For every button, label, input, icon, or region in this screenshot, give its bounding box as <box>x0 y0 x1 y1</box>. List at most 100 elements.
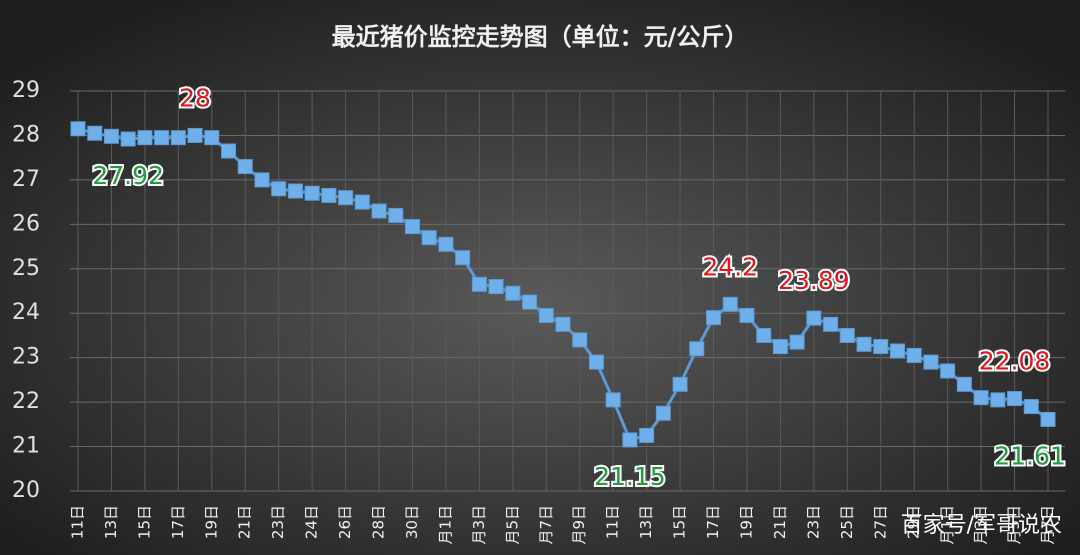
x-tick-label: 17日 <box>704 505 722 539</box>
x-tick-label: 15日 <box>135 505 153 539</box>
x-tick-label: 月3日 <box>470 505 488 545</box>
point-marker <box>522 294 538 310</box>
x-tick-label: 13日 <box>637 505 655 539</box>
point-marker <box>237 159 253 175</box>
point-marker <box>739 307 755 323</box>
x-tick-label: 13日 <box>102 505 120 539</box>
x-tick-label: 25日 <box>838 505 856 539</box>
point-marker <box>940 363 956 379</box>
x-tick-label: 月7日 <box>1039 505 1057 545</box>
y-tick-label: 20 <box>12 478 40 503</box>
point-marker <box>839 327 855 343</box>
y-tick-label: 25 <box>12 256 40 281</box>
x-tick-label: 月1日 <box>938 505 956 545</box>
y-tick-label: 24 <box>12 300 40 325</box>
point-marker <box>655 405 671 421</box>
x-tick-label: 26日 <box>336 505 354 539</box>
point-marker <box>672 376 688 392</box>
y-tick-label: 21 <box>12 434 40 459</box>
point-marker <box>438 236 454 252</box>
x-tick-label: 15日 <box>671 505 689 539</box>
point-marker <box>321 187 337 203</box>
point-marker <box>588 354 604 370</box>
point-marker <box>421 230 437 246</box>
x-tick-label: 29日 <box>905 505 923 539</box>
point-marker <box>756 327 772 343</box>
x-tick-label: 月9日 <box>570 505 588 545</box>
x-tick-label: 21日 <box>236 505 254 539</box>
value-label: 24.2 <box>702 252 758 281</box>
point-marker <box>1040 411 1056 427</box>
point-marker <box>639 427 655 443</box>
point-marker <box>923 354 939 370</box>
x-tick-label: 11日 <box>69 505 87 539</box>
point-marker <box>538 307 554 323</box>
point-marker <box>170 130 186 146</box>
value-label: 22.08 <box>979 347 1051 376</box>
x-tick-label: 23日 <box>804 505 822 539</box>
point-marker <box>87 125 103 141</box>
point-marker <box>371 203 387 219</box>
y-tick-label: 28 <box>12 122 40 147</box>
point-marker <box>789 334 805 350</box>
point-marker <box>1007 391 1023 407</box>
point-marker <box>120 131 136 147</box>
x-tick-label: 28日 <box>370 505 388 539</box>
point-marker <box>605 392 621 408</box>
value-label: 23.89 <box>778 266 850 295</box>
point-marker <box>706 310 722 326</box>
x-tick-label: 24日 <box>303 505 321 539</box>
y-tick-label: 23 <box>12 345 40 370</box>
point-marker <box>271 181 287 197</box>
point-marker <box>856 336 872 352</box>
value-label: 28 <box>179 83 211 112</box>
point-marker <box>221 143 237 159</box>
point-marker <box>722 296 738 312</box>
point-marker <box>388 207 404 223</box>
x-tick-label: 17日 <box>169 505 187 539</box>
point-marker <box>254 172 270 188</box>
value-label: 21.61 <box>994 441 1066 470</box>
x-tick-label: 月7日 <box>537 505 555 545</box>
x-tick-label: 27日 <box>871 505 889 539</box>
x-tick-label: 19日 <box>737 505 755 539</box>
point-marker <box>354 194 370 210</box>
x-tick-label: 23日 <box>269 505 287 539</box>
y-tick-label: 26 <box>12 211 40 236</box>
x-tick-label: 月1日 <box>436 505 454 545</box>
point-marker <box>488 279 504 295</box>
point-marker <box>304 185 320 201</box>
point-marker <box>404 219 420 235</box>
x-tick-label: 月5日 <box>503 505 521 545</box>
point-marker <box>103 128 119 144</box>
point-marker <box>70 121 86 137</box>
point-marker <box>689 341 705 357</box>
point-marker <box>555 316 571 332</box>
x-tick-label: 月5日 <box>1005 505 1023 545</box>
point-marker <box>287 183 303 199</box>
point-marker <box>806 310 822 326</box>
point-marker <box>505 285 521 301</box>
x-tick-label: 19日 <box>202 505 220 539</box>
x-tick-label: 21日 <box>771 505 789 539</box>
value-label: 27.92 <box>92 161 164 190</box>
point-marker <box>823 316 839 332</box>
point-marker <box>772 339 788 355</box>
y-tick-label: 22 <box>12 389 40 414</box>
point-marker <box>154 130 170 146</box>
watermark: 百家号/军哥说农 <box>901 513 1062 538</box>
point-marker <box>956 376 972 392</box>
point-marker <box>873 339 889 355</box>
point-marker <box>1023 399 1039 415</box>
point-marker <box>906 347 922 363</box>
point-marker <box>622 432 638 448</box>
point-marker <box>973 390 989 406</box>
point-marker <box>187 127 203 143</box>
value-label: 21.15 <box>594 462 666 491</box>
x-tick-label: 月3日 <box>972 505 990 545</box>
point-marker <box>338 190 354 206</box>
x-tick-label: 11日 <box>604 505 622 539</box>
point-marker <box>990 392 1006 408</box>
